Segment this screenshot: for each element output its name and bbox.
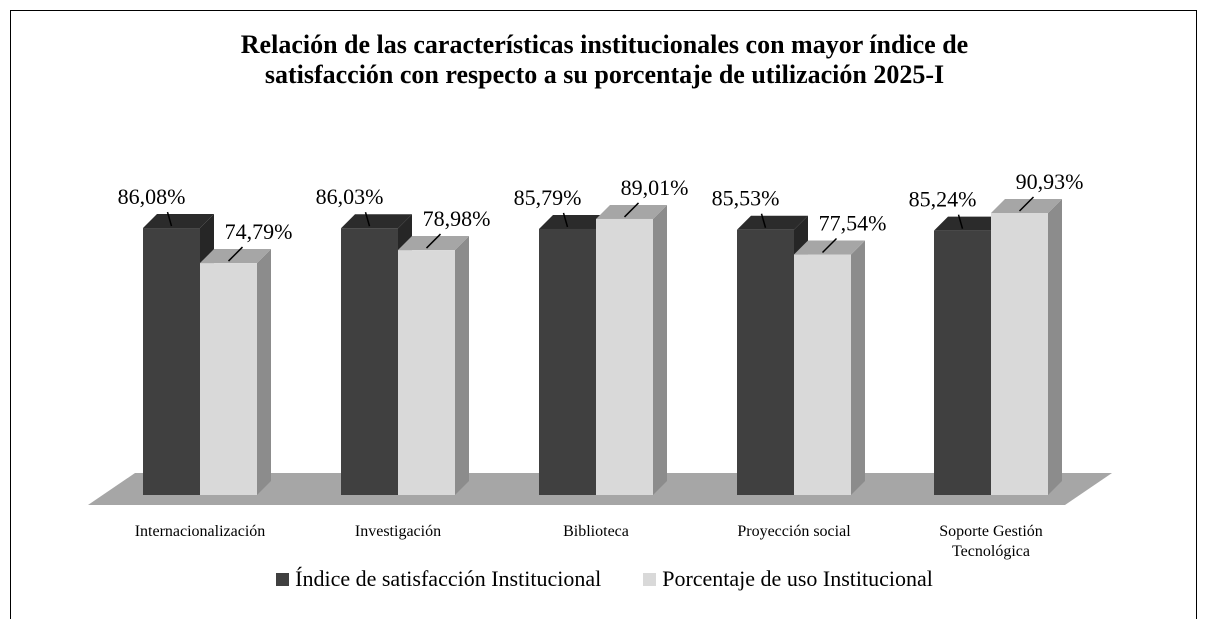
data-label: 85,53% (712, 186, 780, 211)
data-label: 85,79% (514, 185, 582, 210)
leader-line (364, 211, 371, 227)
data-label: 86,03% (316, 184, 384, 209)
bar-top (398, 236, 469, 251)
legend-swatch (276, 572, 290, 586)
bar-side (851, 240, 865, 495)
data-label: 78,98% (423, 206, 491, 231)
data-label: 77,54% (819, 211, 887, 236)
chart-title: Relación de las características instituc… (240, 30, 969, 89)
x-tick-label: Proyección social (737, 523, 851, 540)
bar (143, 228, 200, 495)
leader-line (957, 214, 964, 229)
bar (794, 254, 851, 495)
data-label: 85,24% (909, 187, 977, 212)
bar-top (200, 249, 271, 264)
bar-top (737, 215, 808, 230)
bar (341, 228, 398, 496)
bar (991, 213, 1048, 495)
bar-side (257, 249, 271, 495)
leader-line (166, 211, 173, 227)
bar-top (794, 240, 865, 255)
bar-top (143, 214, 214, 229)
bar (934, 230, 991, 496)
leader-line (425, 233, 442, 249)
bar (539, 228, 596, 495)
x-tick-label: Biblioteca (563, 523, 629, 540)
legend-item: Porcentaje de uso Institucional (643, 566, 933, 592)
legend-label: Índice de satisfacción Institucional (295, 566, 602, 591)
bar-top (934, 216, 1005, 231)
bar-top (539, 214, 610, 229)
chart-frame (10, 10, 1197, 619)
leader-line (760, 213, 767, 228)
x-tick-label: Soporte Gestión Tecnológica (939, 523, 1043, 560)
data-label: 74,79% (225, 219, 293, 244)
bar-top (596, 204, 667, 219)
leader-line (623, 202, 640, 218)
data-label: 86,08% (118, 184, 186, 209)
legend-swatch (643, 572, 657, 586)
x-tick-label: Internacionalización (134, 523, 266, 540)
bar (398, 250, 455, 495)
leader-line (562, 212, 569, 228)
leader-line (1018, 196, 1035, 212)
bar-top (341, 214, 412, 229)
bar-side (653, 204, 667, 495)
bar-side (1048, 199, 1062, 495)
x-tick-label: Investigación (354, 523, 442, 540)
data-label: 90,93% (1016, 169, 1084, 194)
leader-line (227, 246, 244, 262)
bar-side (455, 236, 469, 496)
bar (596, 218, 653, 495)
legend: Índice de satisfacción Institucional Porc… (0, 566, 1209, 592)
leader-line (821, 237, 838, 254)
bar (737, 229, 794, 495)
bar-top (991, 199, 1062, 213)
bar (200, 263, 257, 495)
legend-item: Índice de satisfacción Institucional (276, 566, 601, 592)
legend-label: Porcentaje de uso Institucional (662, 566, 933, 591)
data-label: 89,01% (621, 175, 689, 200)
